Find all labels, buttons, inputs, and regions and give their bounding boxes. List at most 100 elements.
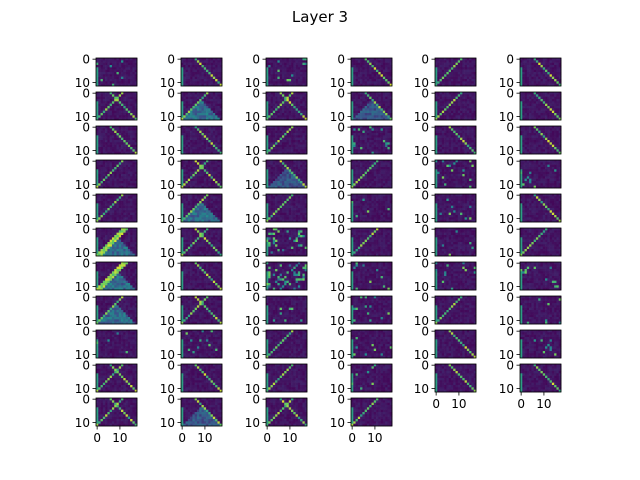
heatmap-cell <box>385 67 388 70</box>
heatmap-cell <box>111 92 115 95</box>
heatmap-cell <box>558 99 562 102</box>
heatmap-cell <box>210 144 214 148</box>
heatmap-cell <box>533 115 537 118</box>
heatmap-cell <box>183 103 186 107</box>
heatmap-cell <box>462 65 465 68</box>
heatmap-cell <box>270 128 274 131</box>
heatmap-cell <box>373 160 377 163</box>
heatmap-cell <box>130 92 133 95</box>
heatmap-cell <box>304 174 308 177</box>
heatmap-cell <box>109 130 113 134</box>
heatmap-cell <box>366 167 370 170</box>
heatmap-cell <box>304 140 308 143</box>
heatmap-cell <box>371 74 375 77</box>
heatmap-cell <box>125 160 129 163</box>
heatmap-cell <box>351 115 354 118</box>
heatmap-cell <box>300 72 303 75</box>
heatmap-cell <box>549 103 553 107</box>
heatmap-cell <box>471 162 475 165</box>
panel-frame <box>95 91 138 121</box>
heatmap-cell <box>371 83 375 87</box>
heatmap-cell <box>212 137 216 141</box>
heatmap-cell <box>446 151 449 155</box>
heatmap-cell <box>281 147 285 150</box>
heatmap-cell <box>96 113 99 116</box>
heatmap-cell <box>378 108 381 111</box>
heatmap-cell <box>116 94 120 97</box>
y-tick-label: 0 <box>506 121 514 135</box>
heatmap-cell <box>270 176 274 179</box>
heatmap-cell <box>360 130 363 134</box>
heatmap-cell <box>371 176 375 179</box>
heatmap-cell <box>304 99 308 102</box>
heatmap-cell <box>300 103 303 107</box>
heatmap-cell <box>435 174 438 177</box>
heatmap-cell <box>219 142 223 145</box>
heatmap-cell <box>132 126 136 129</box>
heatmap-cell <box>187 183 191 186</box>
heatmap-cell <box>275 74 278 77</box>
heatmap-cell <box>293 117 296 121</box>
heatmap-cell <box>134 162 138 165</box>
heatmap-cell <box>360 144 363 148</box>
heatmap-cell <box>531 99 534 102</box>
heatmap-cell <box>187 106 191 109</box>
heatmap-cell <box>190 81 193 84</box>
heatmap-cell <box>121 94 124 97</box>
heatmap-cell <box>208 58 211 61</box>
heatmap-cell <box>360 151 363 155</box>
heatmap-cell <box>460 140 463 143</box>
heatmap-cell <box>279 167 283 170</box>
heatmap-cell <box>284 79 287 82</box>
heatmap-cell <box>291 147 294 150</box>
heatmap-cell <box>460 83 463 87</box>
heatmap-cell <box>109 181 113 184</box>
heatmap-cell <box>302 113 306 116</box>
heatmap-cell <box>293 164 296 168</box>
heatmap-cell <box>469 130 472 134</box>
heatmap-cell <box>206 133 209 136</box>
heatmap-cell <box>183 149 186 152</box>
heatmap-cell <box>455 160 459 163</box>
heatmap-cell <box>369 181 372 184</box>
heatmap-cell <box>187 62 191 66</box>
y-tick-label: 0 <box>167 155 175 169</box>
heatmap-cell <box>554 115 557 118</box>
heatmap-cell <box>378 183 381 186</box>
heatmap-cell <box>217 115 221 118</box>
heatmap-cell <box>215 178 218 182</box>
heatmap-cell <box>215 96 218 100</box>
heatmap-cell <box>355 108 359 111</box>
heatmap-cell <box>455 117 459 121</box>
heatmap-cell <box>389 183 393 186</box>
heatmap-cell <box>181 178 184 182</box>
heatmap-cell <box>114 72 117 75</box>
heatmap-cell <box>462 128 465 131</box>
heatmap-cell <box>270 79 274 82</box>
heatmap-cell <box>275 110 278 114</box>
heatmap-cell <box>302 171 306 175</box>
heatmap-cell <box>360 79 363 82</box>
heatmap-cell <box>208 181 211 184</box>
heatmap-cell <box>540 117 544 121</box>
heatmap-cell <box>288 133 292 136</box>
heatmap-cell <box>212 167 216 170</box>
heatmap-cell <box>558 113 562 116</box>
heatmap-cell <box>206 74 209 77</box>
heatmap-cell <box>360 171 363 175</box>
heatmap-panel <box>177 159 223 189</box>
panel-frame <box>434 57 477 87</box>
heatmap-cell <box>291 115 294 118</box>
heatmap-cell <box>217 76 221 80</box>
heatmap-cell <box>439 167 443 170</box>
heatmap-cell <box>437 167 440 170</box>
heatmap-cell <box>96 151 99 155</box>
heatmap-cell <box>208 72 211 75</box>
heatmap-cell <box>551 135 555 138</box>
heatmap-cell <box>187 133 191 136</box>
heatmap-cell <box>551 142 555 145</box>
heatmap-cell <box>127 181 131 184</box>
heatmap-cell <box>460 164 463 168</box>
heatmap-cell <box>127 65 131 68</box>
heatmap-cell <box>297 171 301 175</box>
